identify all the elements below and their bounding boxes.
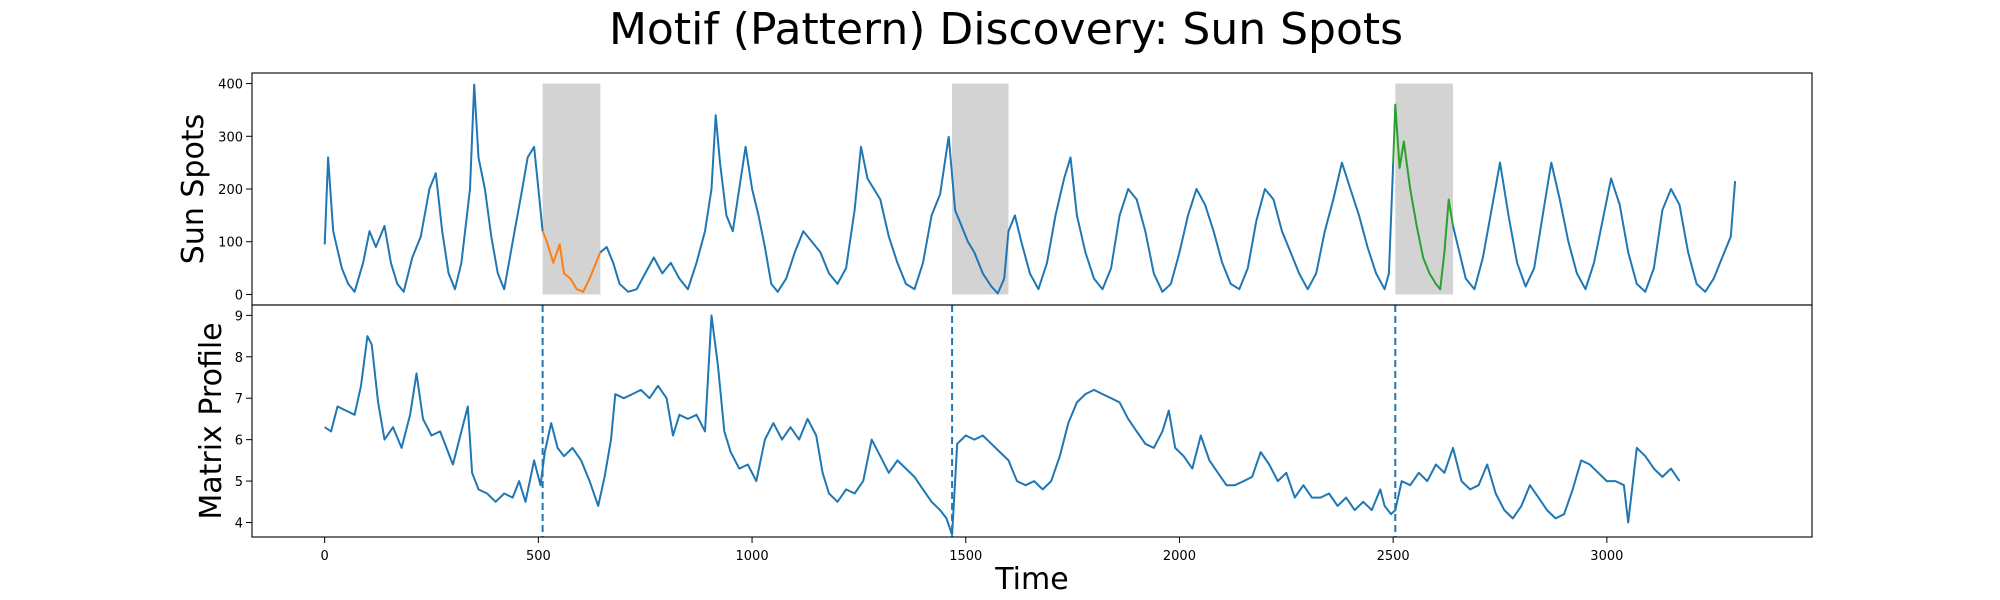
top-axes-frame xyxy=(251,72,1813,306)
bottom-axes-frame xyxy=(251,304,1813,538)
highlight-span-2 xyxy=(952,83,1009,295)
sunspot-line-segment-1 xyxy=(323,83,544,293)
top-panel: 0 100 200 300 400 Sun Spots xyxy=(176,72,1813,306)
highlight-span-1 xyxy=(542,83,601,295)
bottom-y-tick-label: 9 xyxy=(235,309,243,324)
bottom-y-tick-label: 5 xyxy=(235,475,243,490)
bottom-y-axis-label: Matrix Profile xyxy=(194,322,229,519)
motif-markers xyxy=(541,305,1397,537)
bottom-y-tick-label: 7 xyxy=(235,392,243,407)
sunspot-series xyxy=(323,83,1737,295)
matrix-profile-line xyxy=(324,314,1681,536)
top-y-ticks: 0 100 200 300 400 xyxy=(218,78,252,303)
top-y-tick-label: 200 xyxy=(218,183,243,198)
sunspot-line-segment-6 xyxy=(1452,161,1737,293)
top-y-tick-label: 400 xyxy=(218,78,243,93)
x-axis-label: Time xyxy=(994,562,1068,597)
bottom-y-ticks: 4 5 6 7 8 9 xyxy=(235,309,252,532)
top-y-tick-label: 300 xyxy=(218,130,243,145)
x-tick-label: 0 xyxy=(321,549,329,564)
x-tick-label: 500 xyxy=(526,549,551,564)
bottom-panel: 4 5 6 7 8 9 0 500 1000 1500 2000 2500 3000 Matrix P… xyxy=(194,304,1813,597)
top-y-tick-label: 100 xyxy=(218,236,243,251)
x-ticks: 0 500 1000 1500 2000 2500 3000 xyxy=(321,537,1623,564)
x-tick-label: 1000 xyxy=(736,549,769,564)
x-tick-label: 1500 xyxy=(949,549,982,564)
sunspot-line-segment-4 xyxy=(947,136,1395,295)
sunspot-line-segment-3 xyxy=(599,114,950,293)
x-tick-label: 2000 xyxy=(1163,549,1196,564)
sunspot-line-segment-5 xyxy=(1392,103,1454,291)
figure-title: Motif (Pattern) Discovery: Sun Spots xyxy=(609,4,1403,55)
matrix-profile-series xyxy=(324,314,1681,536)
bottom-y-tick-label: 6 xyxy=(235,434,243,449)
sunspot-line-segment-2 xyxy=(541,230,602,293)
top-y-tick-label: 0 xyxy=(235,288,243,303)
x-tick-label: 3000 xyxy=(1590,549,1623,564)
highlight-span-3 xyxy=(1395,83,1453,295)
bottom-y-tick-label: 4 xyxy=(235,517,243,532)
top-y-axis-label: Sun Spots xyxy=(176,114,211,264)
highlight-spans xyxy=(542,83,1453,295)
x-tick-label: 2500 xyxy=(1377,549,1410,564)
bottom-y-tick-label: 8 xyxy=(235,351,243,366)
